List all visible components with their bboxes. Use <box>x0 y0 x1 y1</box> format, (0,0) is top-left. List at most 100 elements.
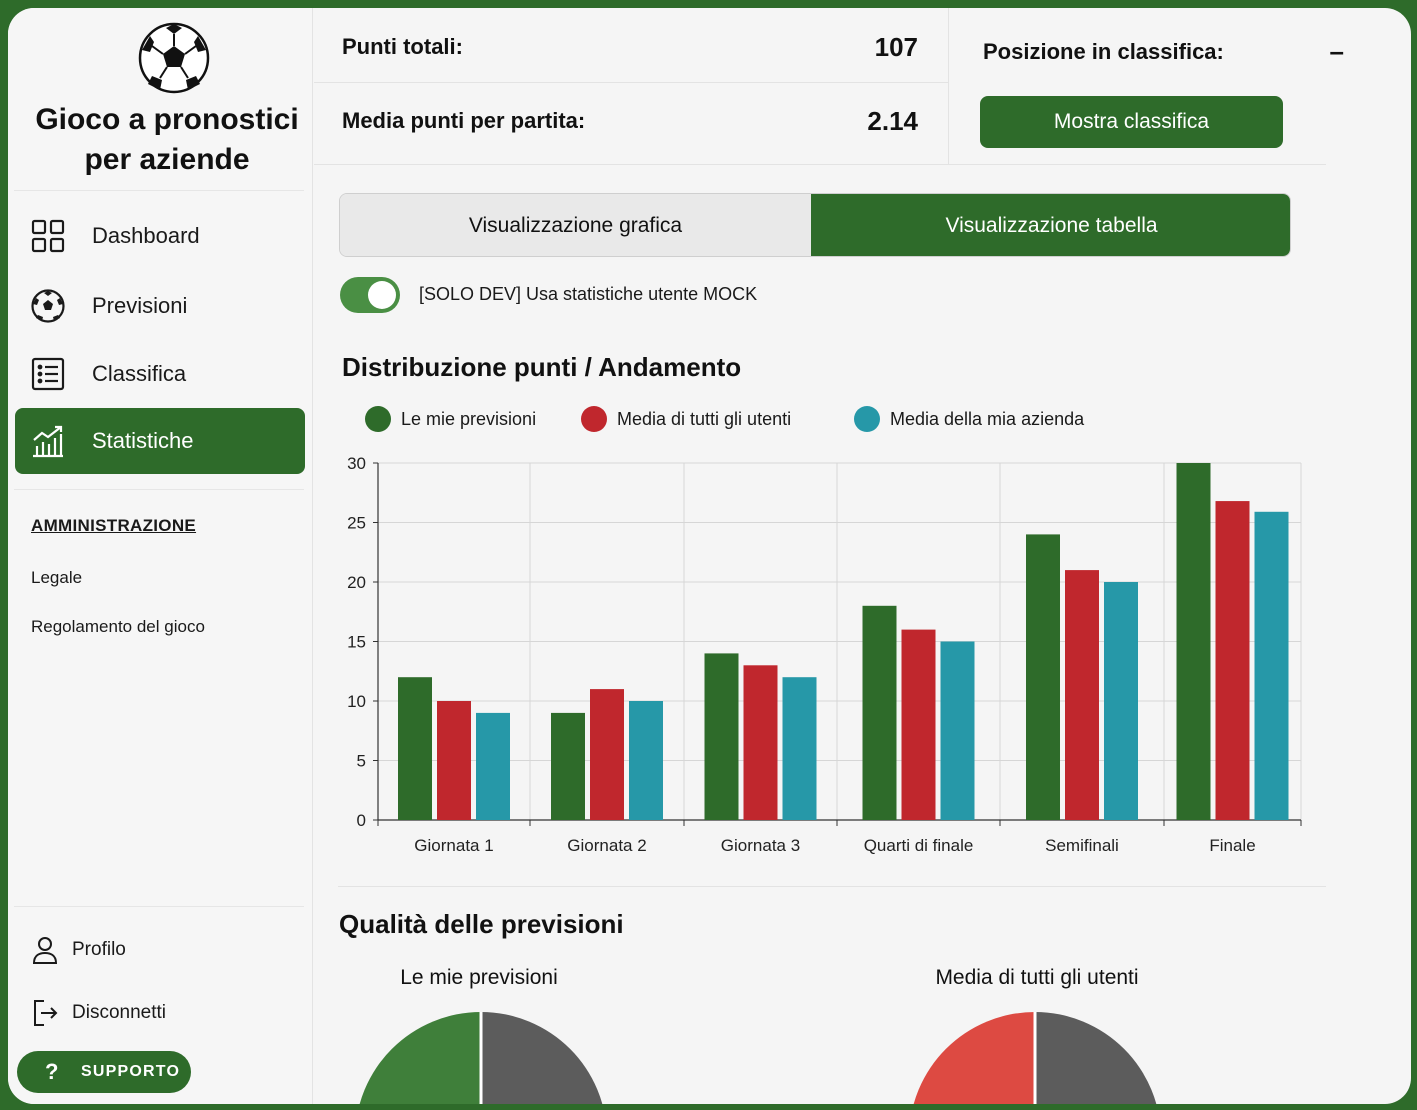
bar <box>398 677 432 820</box>
bar <box>476 712 510 820</box>
x-tick-label: Finale <box>1209 836 1255 855</box>
show-ranking-button[interactable]: Mostra classifica <box>980 96 1283 148</box>
legend-dot <box>365 406 391 432</box>
x-tick-label: Giornata 2 <box>567 836 646 855</box>
legend-item: Media della mia azienda <box>854 406 1084 432</box>
logout-icon <box>34 1000 58 1026</box>
legend-label: Media della mia azienda <box>890 408 1085 429</box>
y-tick-label: 15 <box>347 633 366 652</box>
app-title-line-2: per aziende <box>84 143 250 176</box>
profile-link[interactable]: Profilo <box>30 935 126 965</box>
tab-table-view[interactable]: Visualizzazione tabella <box>811 194 1290 256</box>
pie-slice <box>1035 1012 1157 1104</box>
divider <box>314 164 1326 165</box>
bar <box>437 701 471 820</box>
bar <box>590 689 624 820</box>
sidebar-item-classifica[interactable]: Classifica <box>15 341 305 407</box>
y-tick-label: 20 <box>347 573 366 592</box>
y-tick-label: 0 <box>357 811 366 830</box>
bar <box>551 712 585 820</box>
pie-slice <box>359 1012 481 1104</box>
sidebar-item-label: Previsioni <box>92 293 188 318</box>
x-tick-label: Giornata 1 <box>414 836 493 855</box>
points-bar-chart: 0 5 10 15 20 25 30 Giornata 1 Giornata 2 Giornata… <box>347 454 1302 855</box>
bar <box>1065 570 1099 820</box>
divider <box>314 82 948 83</box>
legend-item: Media di tutti gli utenti <box>581 406 791 432</box>
bar <box>1104 582 1138 820</box>
bar <box>862 605 897 820</box>
legend-dot <box>854 406 880 432</box>
rank-value: – <box>1329 36 1344 66</box>
avg-points-value: 2.14 <box>867 106 918 136</box>
bar <box>1254 511 1289 820</box>
y-tick-label: 5 <box>357 752 366 771</box>
pie-slice <box>481 1012 603 1104</box>
sidebar-item-label: Classifica <box>92 361 187 386</box>
list-icon <box>31 357 65 391</box>
mock-stats-toggle-label: [SOLO DEV] Usa statistiche utente MOCK <box>419 284 758 304</box>
bar <box>782 677 817 820</box>
app-title: Gioco a pronostici per aziende <box>8 100 326 180</box>
x-tick-label: Giornata 3 <box>721 836 800 855</box>
divider <box>14 489 304 490</box>
pie-title-mine: Le mie previsioni <box>400 966 558 989</box>
divider <box>14 906 304 907</box>
y-tick-label: 25 <box>347 514 366 533</box>
quality-section-title: Qualità delle previsioni <box>339 909 624 939</box>
support-label: SUPPORTO <box>81 1063 181 1080</box>
app-window: Gioco a pronostici per aziende Dashboard… <box>8 8 1411 1104</box>
support-button[interactable]: ? SUPPORTO <box>17 1051 191 1093</box>
x-tick-label: Semifinali <box>1045 836 1119 855</box>
x-tick-label: Quarti di finale <box>864 836 974 855</box>
soccer-ball-icon <box>31 289 65 323</box>
y-tick-label: 30 <box>347 454 366 473</box>
legend-label: Media di tutti gli utenti <box>617 408 792 429</box>
logout-label: Disconnetti <box>72 1002 166 1023</box>
avg-points-label: Media punti per partita: <box>342 108 586 133</box>
pie-chart-all-users <box>913 1012 1157 1104</box>
bar <box>1215 501 1250 820</box>
grid-icon <box>31 219 65 253</box>
bar <box>743 665 778 820</box>
bar <box>629 701 663 820</box>
legend-label: Le mie previsioni <box>401 408 537 429</box>
tab-chart-view[interactable]: Visualizzazione grafica <box>340 194 811 256</box>
logout-link[interactable]: Disconnetti <box>30 998 166 1028</box>
bar <box>704 653 739 820</box>
rank-label: Posizione in classifica: <box>983 39 1224 64</box>
sidebar: Gioco a pronostici per aziende Dashboard… <box>8 8 313 1104</box>
divider <box>338 886 1326 887</box>
divider <box>948 8 949 164</box>
bar <box>1176 463 1211 820</box>
pie-slice <box>913 1012 1035 1104</box>
user-icon <box>32 937 58 964</box>
sidebar-item-label: Dashboard <box>92 223 200 248</box>
legend-dot <box>581 406 607 432</box>
y-tick-label: 10 <box>347 692 366 711</box>
toggle-knob <box>368 281 396 309</box>
total-points-label: Punti totali: <box>342 34 463 59</box>
link-legale[interactable]: Legale <box>31 568 83 587</box>
profile-label: Profilo <box>72 939 126 960</box>
points-section-title: Distribuzione punti / Andamento <box>342 352 742 382</box>
divider <box>14 190 304 191</box>
sidebar-item-label: Statistiche <box>92 428 194 453</box>
app-title-line-1: Gioco a pronostici <box>35 103 299 136</box>
pie-title-all-users: Media di tutti gli utenti <box>935 966 1139 989</box>
mock-stats-toggle[interactable] <box>340 277 400 313</box>
sidebar-item-statistiche[interactable]: Statistiche <box>15 408 305 474</box>
sidebar-item-previsioni[interactable]: Previsioni <box>15 273 305 339</box>
sidebar-item-dashboard[interactable]: Dashboard <box>15 203 305 269</box>
pie-chart-mine <box>359 1012 603 1104</box>
legend-item: Le mie previsioni <box>365 406 536 432</box>
bar <box>1026 534 1060 820</box>
chart-icon <box>33 425 63 458</box>
total-points-value: 107 <box>874 32 918 62</box>
bar <box>940 641 975 820</box>
admin-section-title: AMMINISTRAZIONE <box>31 516 197 535</box>
view-tabs: Visualizzazione grafica Visualizzazione … <box>339 193 1291 257</box>
link-regolamento[interactable]: Regolamento del gioco <box>31 617 205 636</box>
question-icon: ? <box>45 1059 60 1084</box>
bar <box>901 629 936 820</box>
